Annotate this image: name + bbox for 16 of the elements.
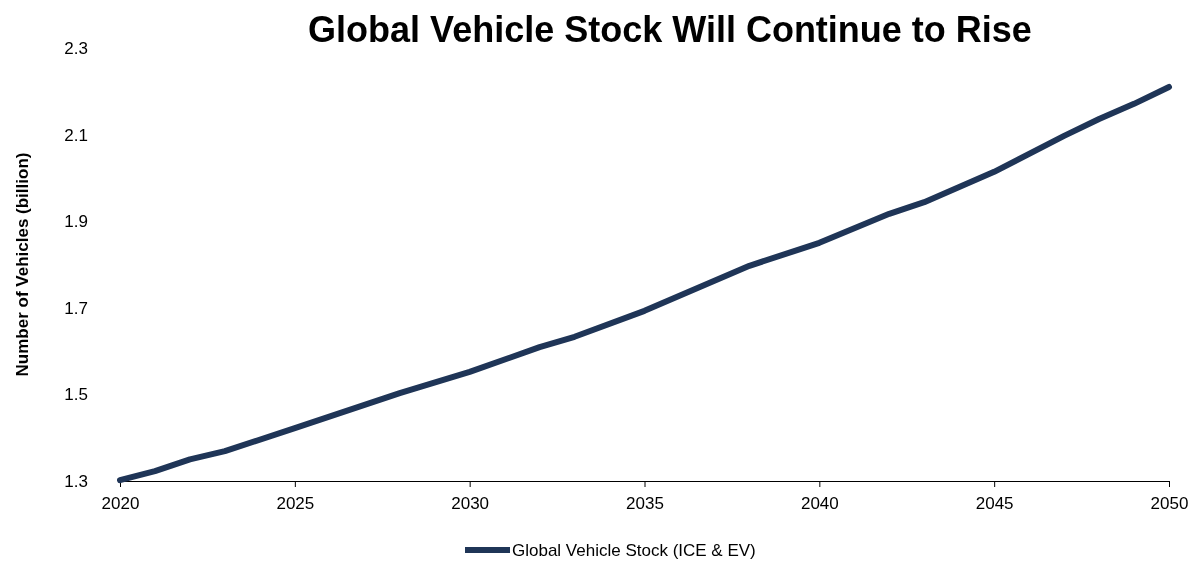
x-tick-label: 2035 xyxy=(626,493,664,513)
x-tick-label: 2045 xyxy=(975,493,1014,513)
y-tick-label: 1.7 xyxy=(64,298,88,318)
y-axis-title: Number of Vehicles (billion) xyxy=(13,152,32,377)
x-tick-label: 2050 xyxy=(1150,493,1189,513)
x-tick-label: 2020 xyxy=(101,493,140,513)
chart-title: Global Vehicle Stock Will Continue to Rise xyxy=(308,9,1032,50)
y-tick-label: 2.3 xyxy=(64,38,88,58)
y-tick-label: 2.1 xyxy=(64,125,88,145)
x-tick-label: 2040 xyxy=(800,493,839,513)
legend-label: Global Vehicle Stock (ICE & EV) xyxy=(512,541,756,560)
y-tick-label: 1.3 xyxy=(64,471,88,491)
y-tick-label: 1.5 xyxy=(64,385,88,405)
x-tick-label: 2025 xyxy=(276,493,315,513)
y-tick-label: 1.9 xyxy=(64,212,88,232)
x-tick-label: 2030 xyxy=(451,493,490,513)
